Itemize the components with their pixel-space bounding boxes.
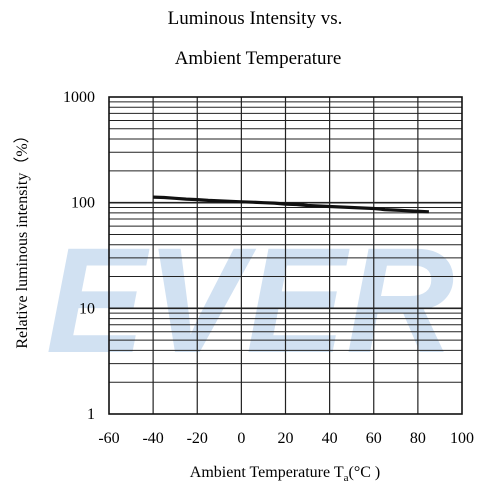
- chart-title-line-2: Ambient Temperature: [175, 48, 342, 69]
- x-tick-label: -40: [142, 430, 163, 447]
- x-tick-label: 0: [237, 430, 245, 447]
- x-tick-label: -60: [98, 430, 119, 447]
- watermark-text: EVER: [46, 216, 454, 384]
- y-tick-label: 1: [87, 406, 95, 423]
- series-line: [153, 195, 429, 214]
- y-tick-label: 1000: [63, 89, 95, 106]
- x-axis-label: Ambient Temperature Ta(°C ): [190, 464, 380, 484]
- y-tick-label: 100: [71, 195, 95, 212]
- x-axis-subscript: a: [344, 472, 349, 484]
- grid: [109, 97, 462, 414]
- series-layer: [153, 195, 429, 214]
- x-tick-label: 80: [410, 430, 426, 447]
- y-axis-label: Relative luminous intensity（%）: [13, 127, 31, 348]
- x-tick-labels: -60 -40 -20 0 20 40 60 80 100: [98, 430, 474, 447]
- x-tick-label: 20: [278, 430, 294, 447]
- x-tick-label: -20: [187, 430, 208, 447]
- x-tick-label: 60: [366, 430, 382, 447]
- x-axis-symbol: T: [334, 464, 344, 481]
- x-tick-label: 40: [322, 430, 338, 447]
- watermark: EVER: [46, 216, 454, 384]
- plot-frame: [108, 96, 463, 415]
- x-axis-unit: (°C ): [348, 464, 380, 481]
- x-axis-label-text: Ambient Temperature: [190, 464, 330, 481]
- chart-title-line-1: Luminous Intensity vs.: [168, 8, 343, 29]
- y-tick-labels: 1 10 100 1000: [63, 89, 95, 423]
- y-tick-label: 10: [79, 300, 95, 317]
- x-tick-label: 100: [450, 430, 474, 447]
